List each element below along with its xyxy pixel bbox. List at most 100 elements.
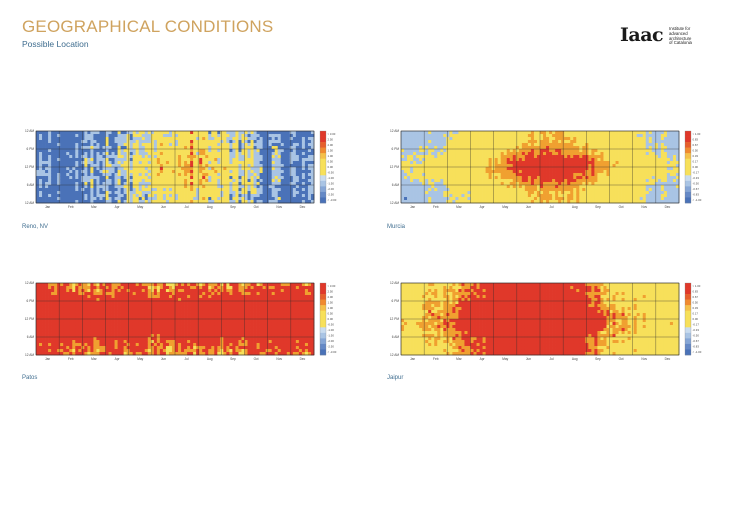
heatmap-cell bbox=[87, 328, 91, 332]
heatmap-cell bbox=[473, 158, 477, 162]
heatmap-cell bbox=[283, 185, 288, 189]
heatmap-cell bbox=[66, 334, 70, 338]
heatmap-cell bbox=[205, 170, 209, 174]
heatmap-cell bbox=[51, 340, 55, 344]
heatmap-cell bbox=[669, 131, 674, 135]
heatmap-cell bbox=[639, 185, 644, 189]
heatmap-cell bbox=[624, 131, 628, 135]
heatmap-cell bbox=[87, 179, 91, 183]
heatmap-cell bbox=[615, 158, 619, 162]
heatmap-cell bbox=[168, 143, 173, 147]
heatmap-cell bbox=[135, 200, 140, 204]
heatmap-cell bbox=[567, 170, 571, 174]
heatmap-cell bbox=[208, 149, 212, 153]
heatmap-cell bbox=[129, 185, 134, 189]
heatmap-cell bbox=[657, 167, 662, 171]
heatmap-cell bbox=[57, 286, 61, 290]
heatmap-cell bbox=[162, 182, 167, 186]
heatmap-cell bbox=[39, 310, 43, 314]
heatmap-cell bbox=[654, 149, 659, 153]
heatmap-cell bbox=[63, 164, 67, 168]
heatmap-cell bbox=[479, 146, 483, 150]
heatmap-cell bbox=[129, 131, 134, 135]
heatmap-cell bbox=[114, 161, 118, 165]
heatmap-cell bbox=[250, 188, 254, 192]
heatmap-cell bbox=[223, 179, 227, 183]
heatmap-cell bbox=[624, 158, 628, 162]
heatmap-cell bbox=[96, 158, 100, 162]
heatmap-cell bbox=[66, 152, 70, 156]
heatmap-cell bbox=[509, 155, 514, 159]
heatmap-cell bbox=[81, 194, 85, 198]
heatmap-cell bbox=[533, 155, 538, 159]
heatmap-cell bbox=[298, 158, 303, 162]
heatmap-cell bbox=[171, 155, 176, 159]
heatmap-cell bbox=[491, 197, 496, 201]
heatmap-cell bbox=[184, 179, 188, 183]
heatmap-cell bbox=[615, 164, 619, 168]
heatmap-cell bbox=[265, 185, 270, 189]
heatmap-cell bbox=[401, 131, 405, 135]
heatmap-cell bbox=[150, 155, 155, 159]
heatmap-cell bbox=[479, 140, 483, 144]
heatmap-cell bbox=[247, 134, 251, 138]
heatmap-cell bbox=[274, 137, 279, 141]
heatmap-cell bbox=[78, 343, 82, 347]
heatmap-cell bbox=[283, 137, 288, 141]
heatmap-cell bbox=[594, 140, 598, 144]
heatmap-cell bbox=[39, 286, 43, 290]
heatmap-cell bbox=[274, 155, 279, 159]
heatmap-cell bbox=[184, 137, 188, 141]
heatmap-cell bbox=[413, 176, 417, 180]
heatmap-cell bbox=[591, 194, 595, 198]
heatmap-cell bbox=[437, 200, 441, 204]
heatmap-cell bbox=[446, 149, 450, 153]
heatmap-cell bbox=[277, 167, 282, 171]
heatmap-cell bbox=[573, 137, 577, 141]
heatmap-cell bbox=[645, 194, 650, 198]
heatmap-cell bbox=[401, 185, 405, 189]
heatmap-cell bbox=[190, 161, 194, 165]
heatmap-cell bbox=[147, 149, 152, 153]
heatmap-cell bbox=[579, 161, 583, 165]
heatmap-cell bbox=[564, 197, 568, 201]
heatmap-cell bbox=[271, 140, 276, 144]
heatmap-cell bbox=[494, 194, 499, 198]
heatmap-cell bbox=[259, 143, 263, 147]
heatmap-cell bbox=[235, 167, 239, 171]
heatmap-cell bbox=[437, 185, 441, 189]
heatmap-cell bbox=[636, 173, 641, 177]
heatmap-cell bbox=[591, 146, 595, 150]
heatmap-cell bbox=[509, 146, 514, 150]
heatmap-cell bbox=[205, 143, 209, 147]
heatmap-cell bbox=[232, 155, 236, 159]
heatmap-cell bbox=[190, 167, 194, 171]
heatmap-cell bbox=[39, 176, 43, 180]
heatmap-cell bbox=[591, 197, 595, 201]
heatmap-cell bbox=[449, 197, 453, 201]
heatmap-cell bbox=[292, 197, 297, 201]
heatmap-cell bbox=[36, 343, 40, 347]
heatmap-cell bbox=[570, 134, 574, 138]
heatmap-cell bbox=[60, 343, 64, 347]
heatmap-cell bbox=[48, 146, 52, 150]
heatmap-cell bbox=[162, 179, 167, 183]
heatmap-cell bbox=[283, 164, 288, 168]
heatmap-cell bbox=[69, 155, 73, 159]
heatmap-cell bbox=[111, 173, 115, 177]
heatmap-cell bbox=[66, 325, 70, 329]
heatmap-cell bbox=[561, 152, 565, 156]
heatmap-cell bbox=[642, 149, 647, 153]
heatmap-cell bbox=[99, 197, 103, 201]
heatmap-cell bbox=[530, 137, 535, 141]
heatmap-cell bbox=[256, 194, 260, 198]
heatmap-cell bbox=[594, 188, 598, 192]
heatmap-cell bbox=[96, 200, 100, 204]
heatmap-cell bbox=[301, 176, 306, 180]
heatmap-cell bbox=[621, 176, 625, 180]
heatmap-cell bbox=[75, 179, 79, 183]
heatmap-cell bbox=[467, 188, 471, 192]
heatmap-cell bbox=[156, 146, 161, 150]
heatmap-cell bbox=[259, 152, 263, 156]
heatmap-cell bbox=[603, 161, 607, 165]
